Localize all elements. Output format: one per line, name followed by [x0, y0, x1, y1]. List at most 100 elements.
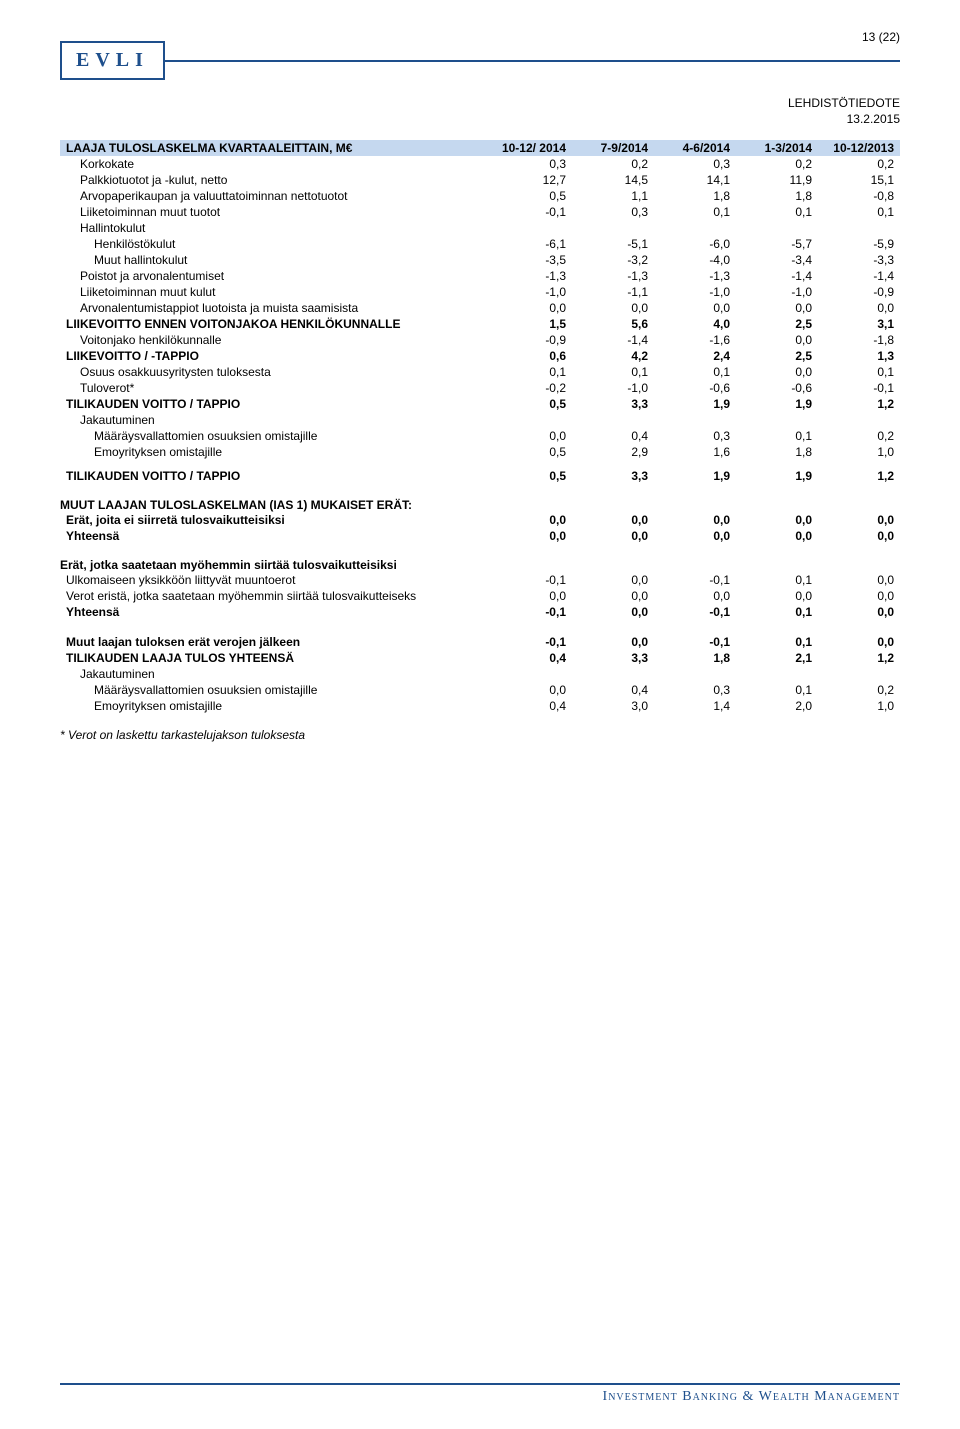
cell-value: 2,0 — [736, 698, 818, 714]
section-heading: Erät, jotka saatetaan myöhemmin siirtää … — [60, 558, 900, 572]
table-row: Jakautuminen — [60, 412, 900, 428]
cell-value: 3,0 — [572, 698, 654, 714]
table-row: Arvonalentumistappiot luotoista ja muist… — [60, 300, 900, 316]
cell-value: 0,1 — [572, 364, 654, 380]
cell-value: -0,1 — [490, 634, 572, 650]
cell-value: 0,0 — [818, 300, 900, 316]
row-label: Jakautuminen — [60, 666, 490, 682]
cell-value: 0,3 — [654, 682, 736, 698]
footnote: * Verot on laskettu tarkastelujakson tul… — [60, 728, 900, 742]
cell-value: 2,9 — [572, 444, 654, 460]
table-row: Tuloverot*-0,2-1,0-0,6-0,6-0,1 — [60, 380, 900, 396]
table-row: LIIKEVOITTO / -TAPPIO0,64,22,42,51,3 — [60, 348, 900, 364]
cell-value — [736, 412, 818, 428]
table-row: Liiketoiminnan muut tuotot-0,10,30,10,10… — [60, 204, 900, 220]
table-row: TILIKAUDEN VOITTO / TAPPIO0,53,31,91,91,… — [60, 396, 900, 412]
cell-value: 0,3 — [654, 428, 736, 444]
table-row: TILIKAUDEN LAAJA TULOS YHTEENSÄ0,43,31,8… — [60, 650, 900, 666]
cell-value: 0,0 — [818, 634, 900, 650]
cell-value: 0,0 — [490, 512, 572, 528]
table-title: LAAJA TULOSLASKELMA KVARTAALEITTAIN, M€ — [60, 140, 490, 156]
cell-value: 0,1 — [654, 364, 736, 380]
row-label: Määräysvallattomien osuuksien omistajill… — [60, 428, 490, 444]
table-row: Yhteensä0,00,00,00,00,0 — [60, 528, 900, 544]
cell-value: 1,8 — [736, 444, 818, 460]
cell-value: 1,5 — [490, 316, 572, 332]
cell-value: -4,0 — [654, 252, 736, 268]
table-row: Henkilöstökulut-6,1-5,1-6,0-5,7-5,9 — [60, 236, 900, 252]
cell-value: 3,3 — [572, 396, 654, 412]
cell-value: 0,1 — [736, 682, 818, 698]
cell-value: 0,2 — [572, 156, 654, 172]
income-statement-table: LAAJA TULOSLASKELMA KVARTAALEITTAIN, M€ … — [60, 140, 900, 484]
row-label — [60, 460, 490, 468]
cell-value: -0,1 — [490, 572, 572, 588]
table-row: LIIKEVOITTO ENNEN VOITONJAKOA HENKILÖKUN… — [60, 316, 900, 332]
cell-value — [654, 412, 736, 428]
row-label: Voitonjako henkilökunnalle — [60, 332, 490, 348]
cell-value: 0,5 — [490, 396, 572, 412]
cell-value: 0,0 — [736, 332, 818, 348]
cell-value: 2,5 — [736, 348, 818, 364]
row-label: Arvopaperikaupan ja valuuttatoiminnan ne… — [60, 188, 490, 204]
table-row: Emoyrityksen omistajille0,52,91,61,81,0 — [60, 444, 900, 460]
reclass-table: Ulkomaiseen yksikköön liittyvät muuntoer… — [60, 572, 900, 620]
row-label: Muut hallintokulut — [60, 252, 490, 268]
page: EVLI 13 (22) LEHDISTÖTIEDOTE 13.2.2015 L… — [0, 0, 960, 1429]
cell-value: 0,1 — [818, 204, 900, 220]
cell-value: 0,0 — [572, 528, 654, 544]
cell-value: -1,1 — [572, 284, 654, 300]
cell-value: 0,0 — [818, 528, 900, 544]
cell-value: -1,8 — [818, 332, 900, 348]
cell-value: 0,0 — [818, 512, 900, 528]
cell-value: 12,7 — [490, 172, 572, 188]
cell-value: -5,1 — [572, 236, 654, 252]
row-label: TILIKAUDEN LAAJA TULOS YHTEENSÄ — [60, 650, 490, 666]
cell-value: 0,1 — [736, 572, 818, 588]
cell-value: -1,4 — [572, 332, 654, 348]
cell-value: 0,0 — [490, 682, 572, 698]
header: EVLI 13 (22) — [60, 30, 900, 90]
col-h: 10-12/ 2014 — [490, 140, 572, 156]
cell-value: 1,3 — [818, 348, 900, 364]
cell-value: 0,1 — [736, 634, 818, 650]
table-row: Muut laajan tuloksen erät verojen jälkee… — [60, 634, 900, 650]
cell-value — [490, 460, 572, 468]
table-row — [60, 460, 900, 468]
row-label: Yhteensä — [60, 604, 490, 620]
cell-value: 0,2 — [818, 682, 900, 698]
row-label: Hallintokulut — [60, 220, 490, 236]
cell-value: -6,1 — [490, 236, 572, 252]
cell-value — [818, 412, 900, 428]
row-label: TILIKAUDEN VOITTO / TAPPIO — [60, 468, 490, 484]
col-h: 10-12/2013 — [818, 140, 900, 156]
cell-value: 0,5 — [490, 468, 572, 484]
footer-rule — [60, 1383, 900, 1385]
table-row: Liiketoiminnan muut kulut-1,0-1,1-1,0-1,… — [60, 284, 900, 300]
cell-value — [818, 666, 900, 682]
cell-value: -1,3 — [654, 268, 736, 284]
cell-value: 0,0 — [736, 528, 818, 544]
table-row: Korkokate0,30,20,30,20,2 — [60, 156, 900, 172]
logo-box: EVLI — [60, 41, 165, 80]
row-label: Arvonalentumistappiot luotoista ja muist… — [60, 300, 490, 316]
cell-value: -0,1 — [490, 604, 572, 620]
page-number: 13 (22) — [862, 30, 900, 44]
cell-value: -1,3 — [490, 268, 572, 284]
cell-value: 0,1 — [736, 204, 818, 220]
cell-value: 0,0 — [572, 604, 654, 620]
cell-value: 1,8 — [736, 188, 818, 204]
cell-value: 0,3 — [490, 156, 572, 172]
cell-value: 14,5 — [572, 172, 654, 188]
cell-value: 1,0 — [818, 698, 900, 714]
cell-value: 0,1 — [654, 204, 736, 220]
cell-value: 0,4 — [572, 682, 654, 698]
totals-table: Muut laajan tuloksen erät verojen jälkee… — [60, 634, 900, 714]
table-row: Poistot ja arvonalentumiset-1,3-1,3-1,3-… — [60, 268, 900, 284]
cell-value: 14,1 — [654, 172, 736, 188]
table-row: Emoyrityksen omistajille0,43,01,42,01,0 — [60, 698, 900, 714]
row-label: Palkkiotuotot ja -kulut, netto — [60, 172, 490, 188]
table-row: Arvopaperikaupan ja valuuttatoiminnan ne… — [60, 188, 900, 204]
cell-value: 0,0 — [654, 300, 736, 316]
cell-value: 0,0 — [490, 300, 572, 316]
